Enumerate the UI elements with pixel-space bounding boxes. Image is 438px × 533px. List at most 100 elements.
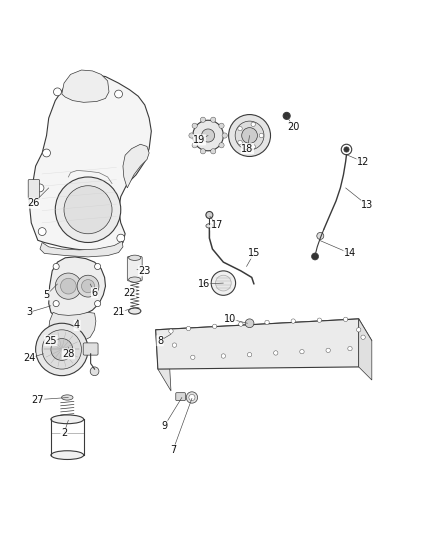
Circle shape bbox=[192, 123, 197, 128]
Circle shape bbox=[53, 263, 59, 270]
Circle shape bbox=[274, 351, 278, 355]
Text: 15: 15 bbox=[248, 248, 260, 259]
Circle shape bbox=[219, 143, 224, 148]
Circle shape bbox=[35, 323, 88, 376]
Circle shape bbox=[77, 275, 99, 297]
Circle shape bbox=[265, 320, 269, 325]
Text: 18: 18 bbox=[241, 143, 254, 154]
Text: 26: 26 bbox=[27, 198, 39, 208]
Polygon shape bbox=[49, 257, 106, 317]
Polygon shape bbox=[161, 322, 367, 349]
Circle shape bbox=[186, 392, 198, 403]
Circle shape bbox=[115, 90, 123, 98]
Circle shape bbox=[222, 133, 227, 138]
Text: 6: 6 bbox=[92, 288, 98, 298]
Circle shape bbox=[55, 177, 121, 243]
Text: 3: 3 bbox=[26, 308, 32, 317]
Circle shape bbox=[53, 301, 59, 306]
Text: 22: 22 bbox=[123, 288, 136, 298]
Circle shape bbox=[169, 329, 173, 333]
Text: 19: 19 bbox=[193, 135, 205, 145]
Ellipse shape bbox=[51, 451, 84, 459]
Circle shape bbox=[242, 128, 258, 143]
Circle shape bbox=[317, 232, 324, 239]
Circle shape bbox=[90, 367, 99, 376]
Circle shape bbox=[38, 228, 46, 236]
Text: 28: 28 bbox=[62, 349, 74, 359]
Text: 16: 16 bbox=[198, 279, 210, 289]
Polygon shape bbox=[49, 312, 96, 343]
Ellipse shape bbox=[62, 395, 73, 400]
Circle shape bbox=[51, 338, 73, 360]
Circle shape bbox=[189, 133, 194, 138]
Circle shape bbox=[201, 129, 215, 142]
Circle shape bbox=[81, 280, 95, 293]
Circle shape bbox=[229, 115, 271, 157]
FancyBboxPatch shape bbox=[83, 343, 98, 355]
Circle shape bbox=[239, 322, 243, 326]
Circle shape bbox=[60, 278, 76, 294]
Circle shape bbox=[193, 120, 223, 151]
Text: 24: 24 bbox=[23, 353, 35, 363]
Circle shape bbox=[357, 328, 361, 332]
Circle shape bbox=[259, 133, 264, 138]
Circle shape bbox=[64, 185, 112, 234]
Text: 20: 20 bbox=[287, 122, 300, 132]
Circle shape bbox=[283, 112, 290, 119]
Circle shape bbox=[191, 355, 195, 359]
Polygon shape bbox=[123, 144, 149, 188]
Text: 9: 9 bbox=[161, 421, 167, 431]
Circle shape bbox=[215, 275, 231, 291]
Text: 7: 7 bbox=[170, 445, 176, 455]
Circle shape bbox=[344, 147, 349, 152]
Text: 4: 4 bbox=[74, 320, 80, 330]
Circle shape bbox=[326, 348, 330, 352]
Text: 13: 13 bbox=[361, 200, 374, 211]
Circle shape bbox=[300, 350, 304, 354]
Polygon shape bbox=[29, 75, 151, 251]
Polygon shape bbox=[359, 319, 372, 380]
Circle shape bbox=[200, 149, 205, 154]
Circle shape bbox=[235, 121, 264, 150]
Circle shape bbox=[53, 88, 61, 96]
Text: 2: 2 bbox=[61, 429, 67, 438]
Circle shape bbox=[291, 319, 295, 323]
Polygon shape bbox=[40, 241, 123, 257]
Text: 12: 12 bbox=[357, 157, 369, 167]
Circle shape bbox=[211, 117, 216, 123]
Circle shape bbox=[117, 234, 125, 242]
Text: 23: 23 bbox=[138, 266, 151, 276]
Circle shape bbox=[95, 263, 101, 270]
Circle shape bbox=[251, 144, 255, 149]
Circle shape bbox=[42, 330, 81, 369]
Text: 25: 25 bbox=[45, 336, 57, 346]
Ellipse shape bbox=[51, 415, 84, 424]
Circle shape bbox=[361, 335, 365, 340]
Circle shape bbox=[311, 253, 318, 260]
Text: 8: 8 bbox=[157, 336, 163, 346]
Circle shape bbox=[186, 326, 191, 330]
Ellipse shape bbox=[129, 277, 141, 282]
Polygon shape bbox=[155, 330, 171, 391]
Circle shape bbox=[172, 343, 177, 348]
Circle shape bbox=[192, 143, 197, 148]
Text: 14: 14 bbox=[344, 248, 356, 259]
Ellipse shape bbox=[129, 255, 141, 261]
Text: 17: 17 bbox=[211, 220, 223, 230]
FancyBboxPatch shape bbox=[28, 180, 39, 200]
Circle shape bbox=[95, 301, 101, 306]
FancyBboxPatch shape bbox=[176, 393, 185, 400]
Circle shape bbox=[211, 271, 236, 295]
Circle shape bbox=[212, 324, 217, 328]
Ellipse shape bbox=[206, 224, 213, 228]
Circle shape bbox=[238, 140, 242, 144]
Circle shape bbox=[55, 273, 81, 299]
Polygon shape bbox=[155, 319, 359, 369]
Circle shape bbox=[317, 318, 321, 322]
Circle shape bbox=[247, 352, 252, 357]
Circle shape bbox=[189, 394, 195, 400]
Ellipse shape bbox=[129, 308, 141, 314]
Text: 10: 10 bbox=[224, 314, 236, 324]
Circle shape bbox=[238, 126, 242, 131]
Circle shape bbox=[343, 317, 348, 321]
